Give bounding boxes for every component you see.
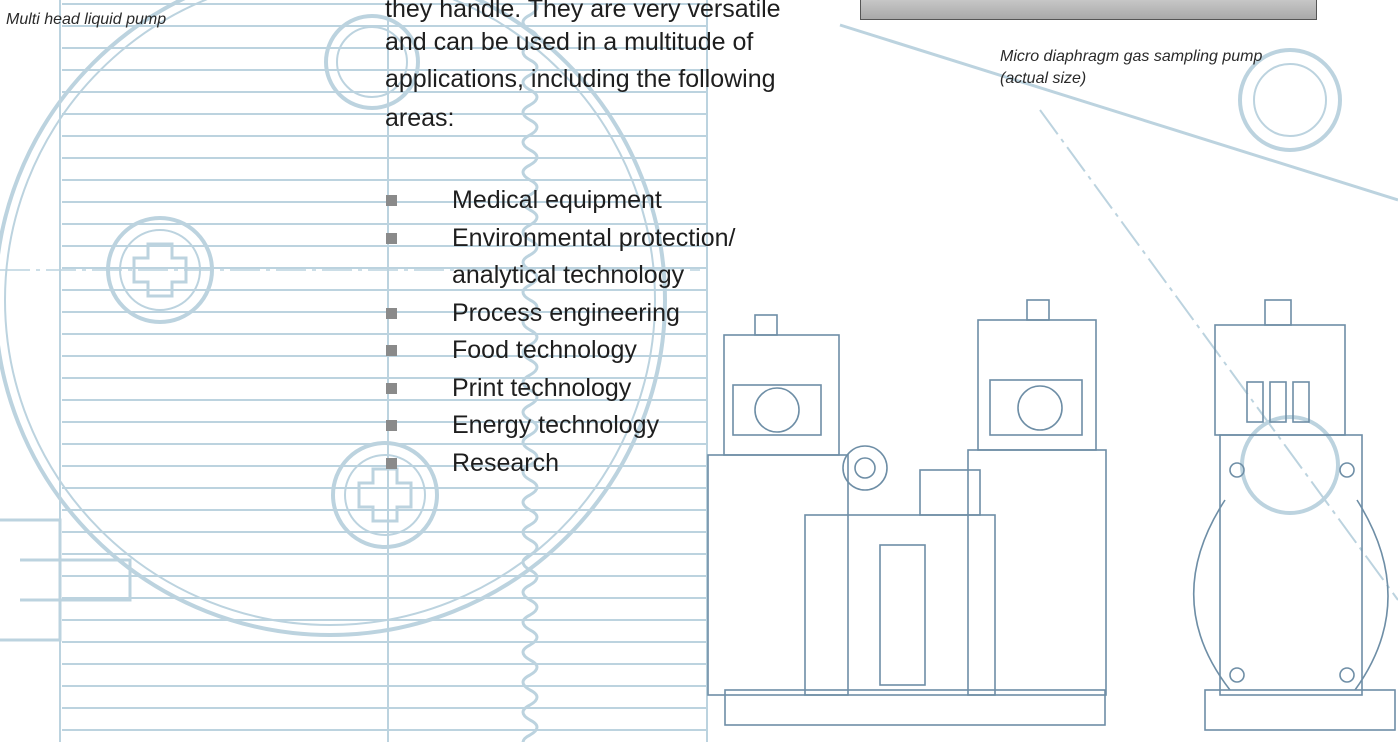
- list-item: Energy technology: [452, 410, 659, 440]
- paragraph-line: applications, including the following: [385, 64, 776, 94]
- paragraph-line: they handle. They are very versatile: [385, 0, 781, 24]
- pump-photo: [860, 0, 1317, 20]
- paragraph-line: areas:: [385, 103, 454, 133]
- technical-drawing: [0, 0, 1398, 742]
- paragraph-line: and can be used in a multitude of: [385, 27, 753, 57]
- bullet: [386, 458, 397, 469]
- list-item: Process engineering: [452, 298, 680, 328]
- caption: Micro diaphragm gas sampling pump: [1000, 46, 1262, 68]
- caption: Multi head liquid pump: [6, 9, 166, 31]
- list-item: Print technology: [452, 373, 631, 403]
- list-item: Environmental protection/: [452, 223, 735, 253]
- bullet: [386, 195, 397, 206]
- page: {"left_caption": "Multi head liquid pump…: [0, 0, 1398, 742]
- bullet: [386, 308, 397, 319]
- list-item: Food technology: [452, 335, 637, 365]
- blueprint: [0, 0, 1398, 742]
- list-item: analytical technology: [452, 260, 684, 290]
- bullet: [386, 345, 397, 356]
- bullet: [386, 420, 397, 431]
- caption: (actual size): [1000, 68, 1086, 90]
- bullet: [386, 233, 397, 244]
- list-item: Medical equipment: [452, 185, 662, 215]
- pump-drawing: [708, 300, 1395, 730]
- list-item: Research: [452, 448, 559, 478]
- bullet: [386, 383, 397, 394]
